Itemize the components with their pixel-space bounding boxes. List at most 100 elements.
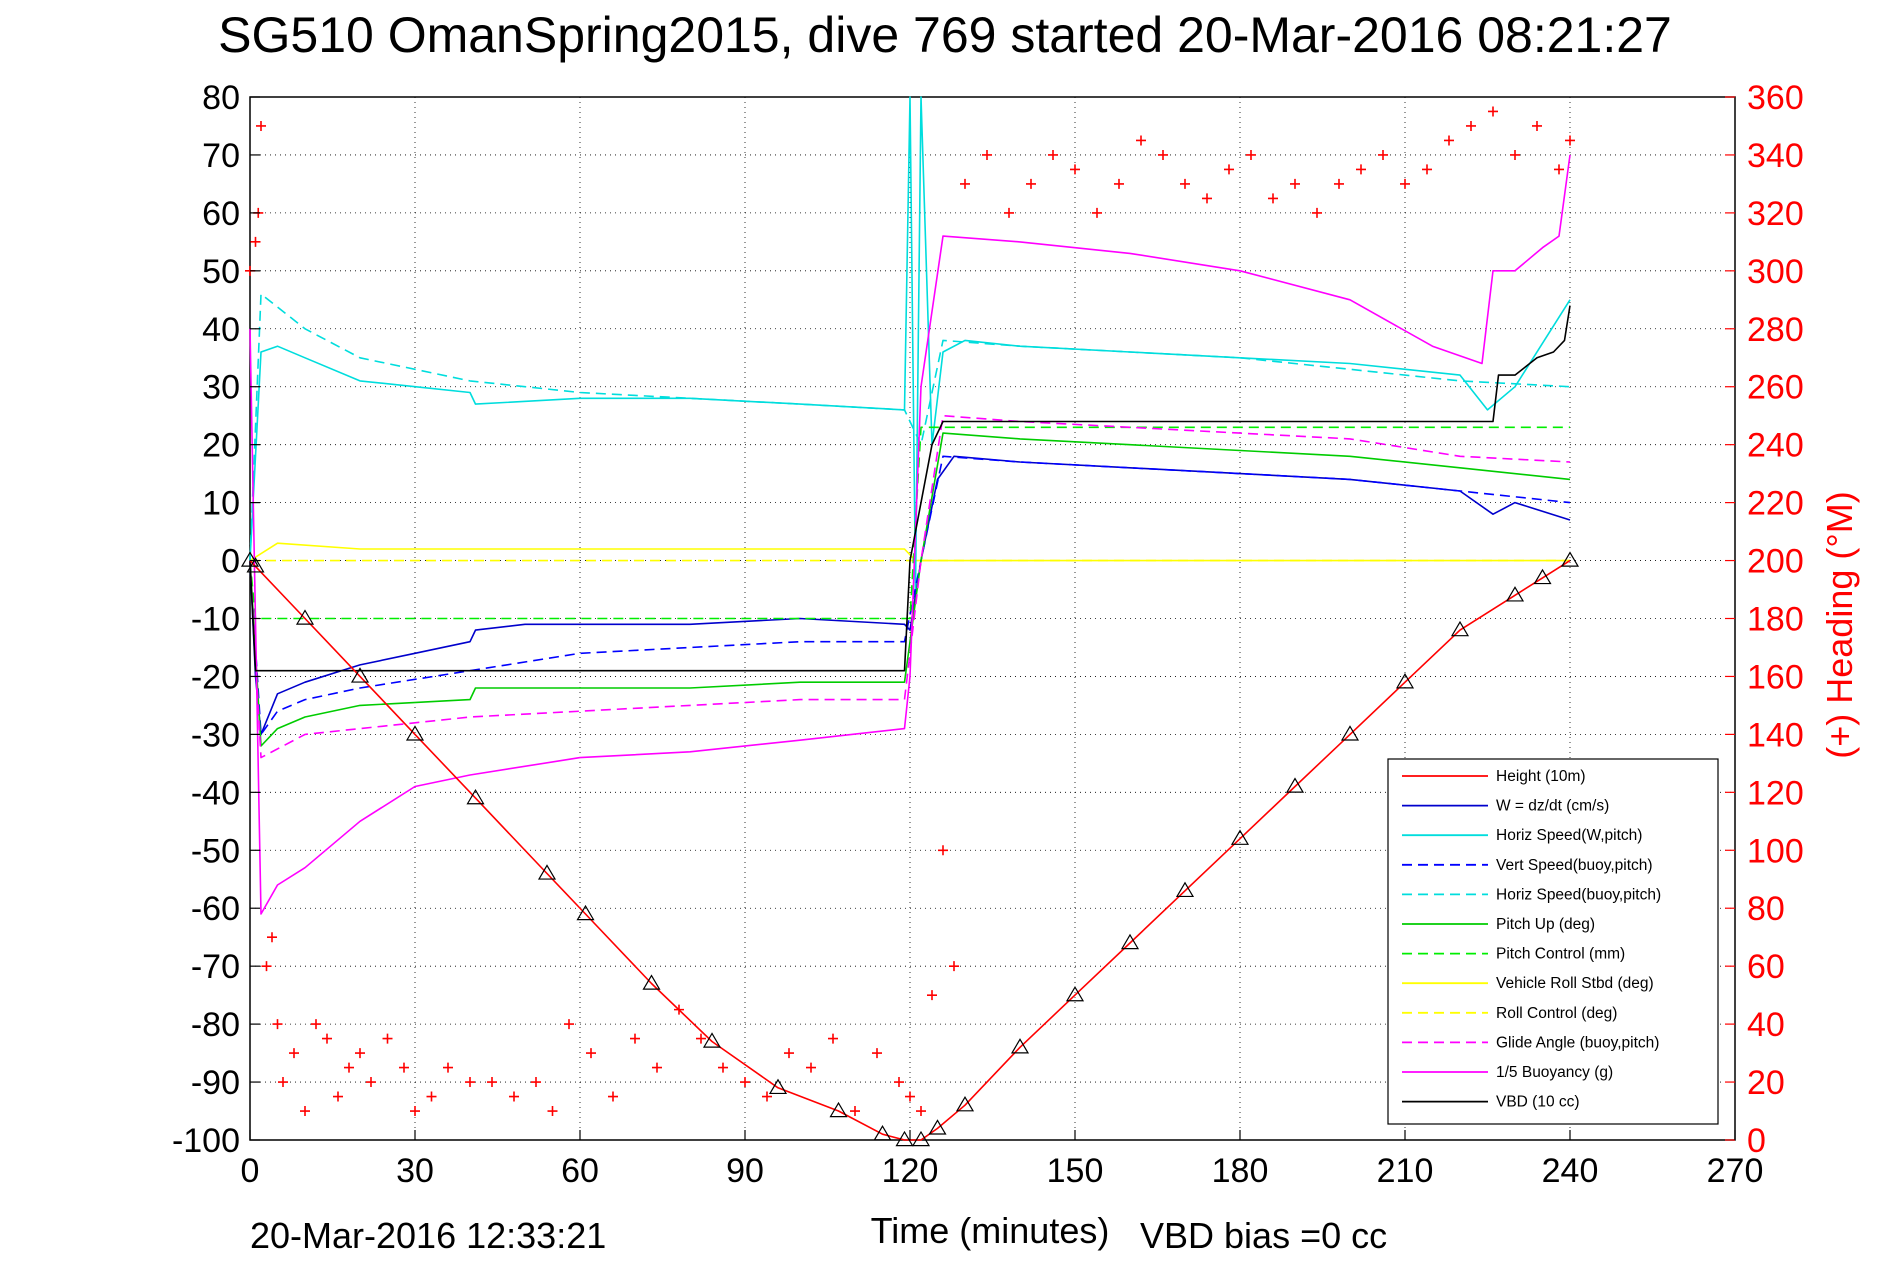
heading-point [1565, 135, 1575, 146]
heading-point [1510, 149, 1520, 160]
footer-timestamp: 20-Mar-2016 12:33:21 [250, 1215, 606, 1256]
heading-point [1532, 120, 1542, 131]
heading-point [250, 236, 261, 247]
left-tick-label: 60 [202, 195, 240, 233]
legend-box [1387, 758, 1719, 1125]
heading-point [1092, 207, 1102, 218]
right-tick-label: 140 [1747, 716, 1804, 754]
heading-point [1334, 178, 1344, 189]
x-tick-label: 90 [726, 1152, 764, 1190]
left-tick-label: -80 [191, 1006, 240, 1044]
chart-legend: Height (10m) W = dz/dt (cm/s) Horiz Speed(… [1387, 758, 1719, 1125]
heading-point [366, 1077, 376, 1088]
height-marker [1285, 777, 1305, 793]
x-tick-label: 240 [1542, 1152, 1599, 1190]
series-line-horiz-speed-buoy-pitch [249, 293, 1571, 561]
legend-label: Roll Control (deg) [1496, 1005, 1617, 1022]
height-marker [873, 1125, 892, 1141]
heading-point [806, 1062, 816, 1073]
height-marker [246, 557, 265, 573]
heading-point [344, 1062, 354, 1073]
heading-point [1422, 164, 1432, 175]
heading-point [674, 1004, 684, 1015]
heading-point [1356, 164, 1366, 175]
heading-point [982, 149, 992, 160]
height-marker [702, 1032, 722, 1048]
height-marker [928, 1119, 947, 1135]
height-marker [1395, 673, 1415, 689]
series-line-vert-speed-buoy-pitch [249, 455, 1571, 736]
right-tick-label: 100 [1747, 832, 1804, 870]
left-tick-label: -90 [191, 1064, 240, 1102]
height-marker [1175, 881, 1195, 898]
right-tick-label: 320 [1747, 195, 1804, 233]
height-marker [1340, 725, 1360, 741]
left-tick-label: 30 [202, 369, 240, 407]
heading-point [382, 1033, 393, 1044]
heading-point [894, 1077, 904, 1088]
legend-label: Vert Speed(buoy,pitch) [1496, 857, 1653, 874]
right-tick-label: 240 [1747, 427, 1804, 465]
left-tick-label: -20 [191, 658, 240, 696]
legend-label: Glide Angle (buoy,pitch) [1496, 1034, 1659, 1051]
heading-point [1180, 178, 1190, 189]
heading-point [1312, 207, 1322, 218]
height-marker [1450, 620, 1470, 637]
series-line-vbd-10-cc [249, 305, 1571, 672]
series-line-height-10m [249, 559, 1571, 1141]
heading-point [1202, 193, 1212, 204]
left-tick-label: 80 [202, 79, 240, 117]
heading-point [960, 178, 970, 189]
right-tick-label: 300 [1747, 253, 1804, 291]
right-axis-ticks: 3603403203002802602402202001801601401201… [1725, 79, 1804, 1160]
left-tick-label: -30 [191, 716, 240, 754]
heading-point [300, 1106, 310, 1117]
heading-point [564, 1019, 574, 1030]
heading-point [938, 845, 948, 856]
height-marker [1120, 933, 1140, 950]
left-tick-label: -40 [191, 774, 240, 812]
legend-label: Horiz Speed(buoy,pitch) [1496, 886, 1661, 903]
legend-items: Height (10m) W = dz/dt (cm/s) Horiz Speed(… [1402, 768, 1661, 1111]
heading-point [1136, 135, 1146, 146]
height-marker [1505, 586, 1525, 602]
height-marker [405, 725, 425, 741]
height-marker [1010, 1038, 1030, 1054]
heading-point [916, 1106, 926, 1117]
heading-point [784, 1048, 794, 1059]
heading-point [272, 1019, 283, 1030]
heading-point [1268, 193, 1278, 204]
heading-point [1400, 178, 1410, 189]
heading-point [696, 1033, 706, 1044]
left-tick-label: 10 [202, 485, 240, 523]
right-tick-label: 280 [1747, 311, 1804, 349]
heading-point [1070, 164, 1080, 175]
right-tick-label: 200 [1747, 543, 1804, 581]
heading-point [872, 1048, 882, 1059]
x-axis-label: Time (minutes) [871, 1210, 1110, 1251]
left-tick-label: 50 [202, 253, 240, 291]
heading-point [630, 1033, 640, 1044]
legend-label: Pitch Control (mm) [1496, 946, 1625, 963]
heading-point [718, 1062, 728, 1073]
heading-point [333, 1091, 343, 1102]
legend-label: W = dz/dt (cm/s) [1496, 798, 1609, 815]
heading-point [547, 1106, 558, 1117]
height-marker [295, 609, 315, 625]
heading-point [410, 1106, 420, 1117]
heading-point [531, 1077, 541, 1088]
heading-point [1004, 207, 1014, 218]
right-tick-label: 220 [1747, 485, 1804, 523]
left-tick-label: -60 [191, 890, 240, 928]
height-marker [911, 1130, 931, 1147]
heading-point [1378, 149, 1388, 160]
right-tick-label: 60 [1747, 948, 1785, 986]
heading-point [311, 1019, 321, 1030]
heading-point [1290, 178, 1300, 189]
heading-point [1488, 106, 1498, 117]
heading-point [261, 961, 272, 972]
heading-point [949, 961, 959, 972]
height-marker [1230, 829, 1250, 845]
height-marker [537, 864, 557, 880]
